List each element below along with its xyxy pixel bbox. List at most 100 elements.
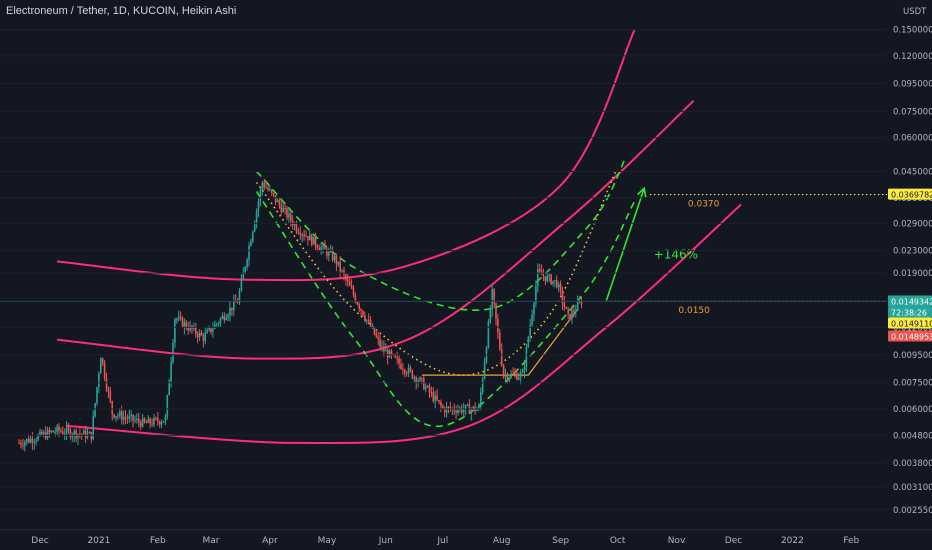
candle-body [466, 404, 469, 406]
candle-body [331, 251, 334, 261]
candle-body [502, 365, 505, 377]
candle-body [229, 307, 231, 316]
candle-body [472, 406, 474, 410]
candle-body [525, 346, 528, 367]
candle-body [73, 430, 75, 436]
candle-body [388, 350, 391, 358]
candle-body [132, 414, 134, 421]
candle-body [67, 427, 70, 430]
candle-body [423, 378, 425, 390]
candle-body [573, 310, 575, 313]
candle-body [531, 314, 533, 325]
candle-body [400, 363, 402, 369]
candle-body [56, 426, 58, 432]
candle-body [58, 426, 60, 431]
price-unit-label: USDT [903, 7, 927, 17]
candle-body [550, 274, 552, 285]
time-tick-label: Jun [378, 536, 393, 546]
candle-body [208, 327, 210, 331]
candle-body [569, 313, 571, 320]
price-tag-5 [888, 330, 932, 342]
candle-body [227, 315, 229, 318]
price-tag-1 [888, 188, 932, 200]
candle-body [404, 370, 406, 373]
candle-body [544, 276, 547, 282]
channel-curve-2 [57, 100, 695, 360]
candle-body [151, 423, 153, 425]
candle-body [276, 200, 279, 203]
time-tick-label: Nov [668, 536, 686, 546]
candle-body [88, 431, 91, 434]
candle-body [381, 346, 383, 348]
candle-body [46, 430, 49, 439]
time-tick-label: Feb [150, 536, 166, 546]
candle-body [497, 318, 499, 333]
candle-body [360, 308, 362, 311]
candle-body [559, 284, 562, 291]
candle-body [350, 285, 353, 289]
candle-body [438, 400, 440, 402]
candle-body [339, 261, 341, 272]
candle-body [434, 395, 436, 401]
channel-curve-3 [66, 203, 742, 444]
candle-body [141, 418, 144, 427]
candle-body [271, 189, 273, 193]
candle-body [440, 401, 442, 406]
target-arrow-head [637, 186, 647, 198]
candle-body [244, 266, 246, 272]
candle-body [217, 323, 220, 325]
time-tick-label: Oct [610, 536, 626, 546]
candle-body [533, 303, 535, 315]
candle-body [487, 322, 490, 348]
candle-body [267, 187, 269, 191]
candle-body [443, 408, 446, 413]
candle-body [390, 350, 393, 355]
candle-body [554, 280, 556, 282]
candle-body [453, 408, 455, 411]
candle-body [69, 429, 72, 437]
candle-body [22, 444, 24, 446]
candle-body [508, 377, 511, 380]
dotted-curve [255, 171, 617, 376]
candle-body [521, 371, 524, 373]
candle-body [301, 234, 303, 236]
support-line [421, 308, 579, 376]
candle-body [187, 327, 189, 331]
time-tick-label: Aug [493, 536, 511, 546]
candle-body [183, 322, 186, 328]
candle-body [37, 435, 39, 441]
candle-body [295, 224, 298, 232]
price-tag-label-5: 0.0148953 [891, 333, 932, 342]
candle-body [347, 279, 349, 282]
candle-body [413, 377, 416, 379]
candle-body [571, 310, 573, 320]
candle-body [495, 303, 497, 319]
candle-body [309, 234, 311, 241]
candle-body [139, 422, 142, 427]
drawing-layer[interactable] [0, 29, 887, 444]
candle-body [274, 195, 277, 203]
candle-body [405, 372, 408, 374]
candle-body [402, 368, 404, 371]
candle-body [109, 391, 112, 402]
candle-body [60, 430, 62, 432]
candle-body [385, 350, 387, 352]
candle-body [514, 373, 516, 375]
candle-body [345, 274, 347, 280]
channel-curve-1 [56, 29, 636, 282]
candle-body [561, 290, 564, 303]
candle-body [396, 357, 398, 359]
candle-body [259, 189, 262, 202]
candle-body [328, 251, 330, 256]
candle-body [41, 431, 43, 436]
candle-body [348, 281, 351, 286]
